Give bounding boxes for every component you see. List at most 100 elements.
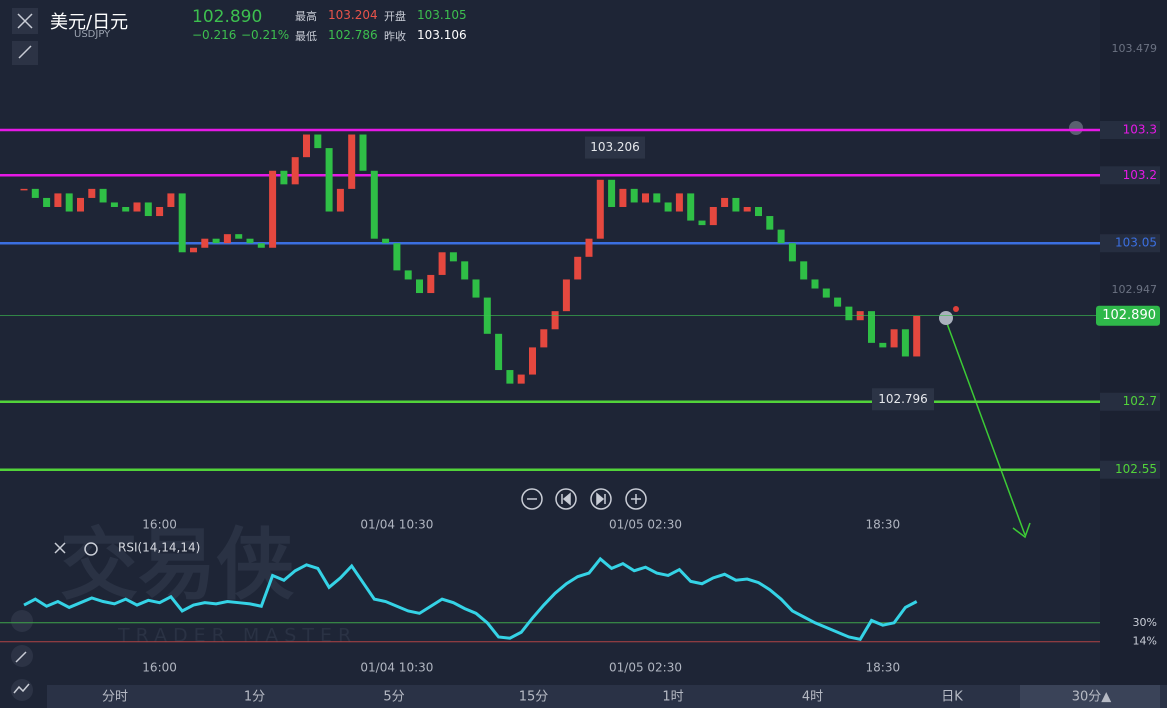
candle — [709, 206, 717, 226]
tool-button[interactable] — [11, 610, 33, 632]
rewind[interactable] — [555, 488, 577, 510]
candle — [743, 206, 751, 212]
high-callout — [585, 136, 645, 159]
rsi-settings[interactable] — [84, 542, 98, 556]
change: −0.216 — [192, 28, 237, 42]
candle — [540, 329, 548, 348]
candle — [359, 134, 367, 171]
candle — [122, 206, 130, 212]
level-label: 102.55 — [1115, 462, 1157, 476]
candle — [235, 234, 243, 239]
candle — [257, 243, 265, 248]
candle — [788, 243, 796, 262]
candle — [449, 252, 457, 262]
candle — [348, 134, 356, 189]
tab-selected-bg — [1020, 685, 1160, 708]
candle — [642, 193, 649, 203]
high-label: 103.206 — [590, 140, 640, 154]
indicator-label: RSI(14,14,14) — [118, 541, 200, 555]
timeframe-tab[interactable]: 日K — [941, 690, 963, 705]
timeframe-tab[interactable]: 1分 — [244, 690, 265, 705]
candle — [280, 170, 288, 185]
level-label: 103.2 — [1123, 168, 1157, 182]
candle — [868, 311, 875, 343]
candle — [314, 134, 322, 149]
bell-icon[interactable] — [1069, 121, 1083, 135]
candle — [178, 193, 186, 253]
watermark: 交易侠 — [60, 520, 295, 610]
candle — [664, 202, 672, 212]
zoom-out[interactable] — [521, 488, 543, 510]
info-icon[interactable] — [939, 311, 953, 325]
timeframe-tab[interactable]: 4时 — [802, 690, 823, 705]
candle — [303, 134, 310, 158]
candle — [88, 188, 96, 198]
candle — [416, 279, 423, 294]
level-label: 103.3 — [1123, 122, 1157, 136]
candle — [608, 179, 616, 207]
low-label: 102.796 — [878, 392, 928, 406]
y-tick-label: 102.947 — [1112, 283, 1158, 296]
level-tag — [1100, 460, 1160, 479]
level-tag — [1100, 234, 1160, 253]
timeframe-tab[interactable]: 15分 — [519, 690, 549, 705]
candle — [822, 288, 830, 298]
x-tick-label: 01/05 02:30 — [609, 518, 682, 532]
candle — [834, 297, 842, 307]
candle — [800, 261, 808, 280]
candle — [54, 193, 62, 207]
candle — [495, 333, 503, 371]
candle — [144, 202, 152, 217]
candle — [913, 315, 921, 357]
candle — [721, 197, 729, 207]
candle — [77, 197, 84, 212]
rsi-close[interactable] — [54, 542, 66, 554]
stat-label: 昨收 — [384, 30, 406, 43]
last-price-label: 102.890 — [1102, 308, 1156, 323]
timeframe-tab[interactable]: 1时 — [662, 690, 683, 705]
low-callout — [872, 388, 934, 411]
candle — [574, 256, 582, 280]
forward[interactable] — [590, 488, 612, 510]
price: 102.890 — [192, 7, 263, 27]
candle — [382, 238, 390, 244]
stat-value: 103.106 — [417, 28, 467, 42]
pair-name[interactable]: 美元/日元 — [50, 12, 129, 33]
level-tag — [1100, 120, 1160, 139]
candle — [562, 279, 570, 312]
candle — [269, 170, 277, 248]
playback-controls — [521, 488, 647, 510]
candle — [110, 202, 118, 207]
candle — [20, 188, 28, 191]
x-tick-label: 01/04 10:30 — [360, 518, 433, 532]
candle — [427, 274, 435, 294]
candle — [766, 216, 774, 230]
candle — [529, 347, 536, 375]
candle — [133, 202, 141, 212]
candle — [517, 374, 525, 384]
candle — [732, 197, 740, 212]
stat-label: 开盘 — [384, 10, 406, 23]
candle — [845, 306, 853, 321]
level-tag — [1100, 166, 1160, 185]
candle — [370, 170, 378, 239]
candle — [777, 229, 785, 244]
candle — [596, 179, 604, 239]
candle — [291, 157, 299, 185]
candle — [201, 238, 209, 248]
candle — [43, 197, 51, 207]
price-axis-bg — [1100, 0, 1167, 685]
candle — [879, 342, 887, 348]
timeframe-tab[interactable]: 5分 — [383, 690, 404, 705]
stat-value: 103.105 — [417, 8, 467, 22]
x-tick-label: 01/05 02:30 — [609, 661, 682, 675]
candle — [393, 243, 401, 271]
timeframe-tab[interactable]: 分时 — [102, 690, 128, 705]
zoom-in[interactable] — [625, 488, 647, 510]
candle — [31, 188, 39, 198]
watermark-tagline: TRADER MASTER — [117, 625, 357, 647]
timeframe-tab[interactable]: 30分▲ — [1072, 690, 1112, 705]
x-tick-label: 18:30 — [866, 518, 901, 532]
